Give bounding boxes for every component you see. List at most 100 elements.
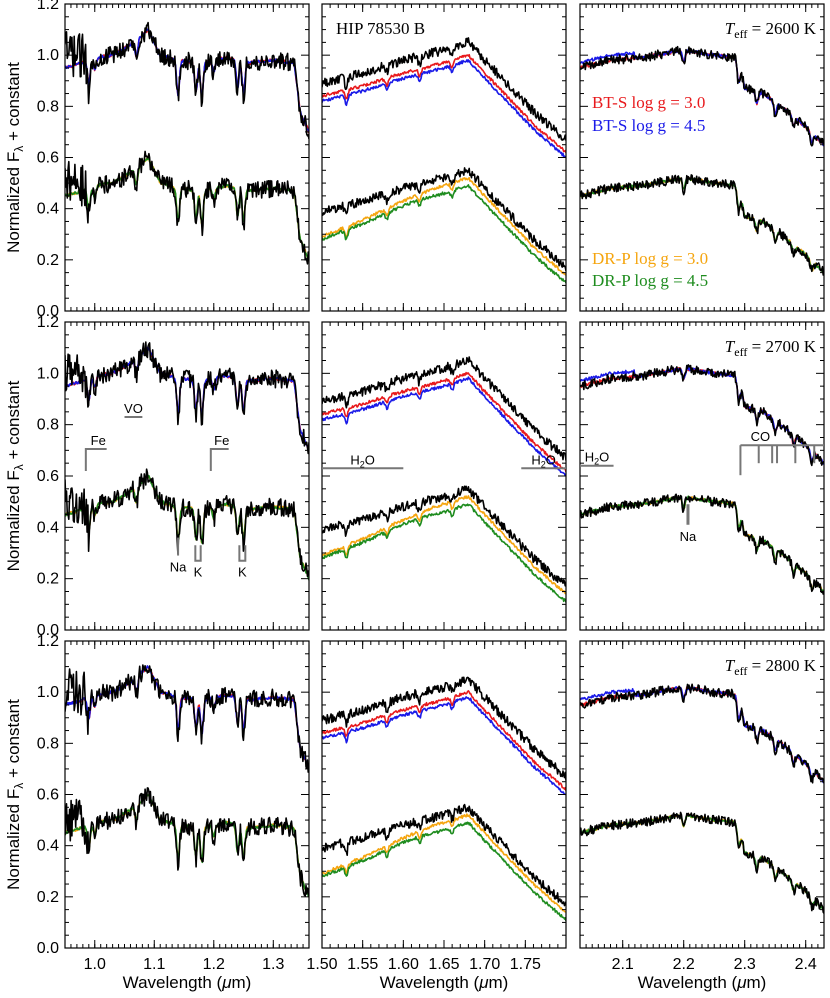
series-dr-p-logg-4.5 — [322, 503, 566, 603]
y-tick-label: 0.0 — [37, 622, 59, 639]
series-bt-s-logg-3.0 — [322, 690, 566, 792]
teff-value: = 2800 K — [747, 656, 816, 675]
y-axis-title-a: Normalized F — [4, 152, 23, 253]
series-dr-p-logg-3.0 — [322, 813, 566, 913]
series-observed-upper — [65, 21, 309, 140]
series-observed-upper — [65, 664, 309, 773]
chart-title: HIP 78530 B — [336, 19, 425, 38]
doublet-marker — [194, 545, 202, 562]
series-dr-p-logg-4.5 — [322, 184, 566, 284]
teff-value: = 2700 K — [747, 337, 816, 356]
x-axis-title-mu: μ — [736, 973, 747, 992]
panel-frame — [64, 321, 310, 631]
y-axis-title-b: + constant — [4, 380, 23, 464]
bracket-marker — [209, 448, 229, 472]
y-tick-label: 0.0 — [37, 940, 59, 957]
series-bt-s-logg-3.0 — [65, 28, 309, 134]
panel-plot-area — [322, 356, 566, 603]
series-observed-lower — [322, 803, 566, 907]
series-bt-s-logg-4.5 — [322, 59, 566, 158]
y-tick-label: 0.2 — [37, 252, 59, 269]
series-bt-s-logg-4.5 — [580, 685, 824, 784]
y-axis-title-a: Normalized F — [4, 470, 23, 571]
series-observed-upper — [65, 341, 309, 455]
series-bt-s-logg-3.0 — [580, 367, 824, 464]
series-observed-upper — [580, 45, 824, 147]
x-axis-title-mu: μ — [221, 973, 232, 992]
teff-subscript: eff — [734, 664, 747, 678]
panel-plot-area — [65, 664, 309, 898]
teff-symbol: T — [725, 19, 736, 38]
series-bt-s-logg-4.5 — [580, 366, 824, 465]
x-axis-title-a: Wavelength ( — [638, 973, 738, 992]
y-axis-title-a: Normalized F — [4, 789, 23, 890]
band-label: H2O — [350, 452, 375, 469]
series-observed-upper — [580, 364, 824, 467]
series-dr-p-logg-4.5 — [322, 821, 566, 922]
band-label-sub: 2 — [541, 459, 546, 469]
teff-symbol: T — [725, 656, 736, 675]
y-axis-title: Normalized Fλ + constant — [4, 380, 26, 571]
y-tick-label: 0.4 — [37, 838, 59, 855]
y-tick-label: 0.6 — [37, 468, 59, 485]
y-tick-label: 1.2 — [37, 633, 59, 650]
series-bt-s-logg-4.5 — [65, 27, 309, 132]
x-axis-title-a: Wavelength ( — [123, 973, 223, 992]
x-tick-label: 1.60 — [388, 956, 419, 973]
line-label: Na — [170, 560, 187, 575]
series-bt-s-logg-4.5 — [322, 696, 566, 796]
legend-entry: DR-P log g = 3.0 — [592, 249, 708, 268]
bracket-label: Fe — [214, 433, 229, 448]
y-axis-title: Normalized Fλ + constant — [4, 699, 26, 890]
band-label-o: O — [599, 450, 609, 465]
series-observed-lower — [65, 468, 309, 578]
panel-plot-area — [580, 364, 824, 595]
x-axis-title-mu: μ — [478, 973, 489, 992]
x-tick-label: 1.3 — [262, 956, 284, 973]
x-tick-label: 1.55 — [347, 956, 378, 973]
band-label: H2O — [585, 450, 610, 467]
series-dr-p-logg-3.0 — [65, 155, 309, 260]
series-dr-p-logg-3.0 — [580, 813, 824, 911]
series-dr-p-logg-4.5 — [65, 794, 309, 897]
teff-value: = 2600 K — [747, 19, 816, 38]
band-label-h: H — [585, 450, 594, 465]
band-label-o: O — [365, 452, 375, 467]
band-label-sub: 2 — [594, 457, 599, 467]
panel-frame — [64, 3, 310, 312]
panel-r2-c2: H2O H2O — [321, 321, 567, 631]
series-observed-upper — [322, 676, 566, 781]
band-label: VO — [124, 401, 143, 416]
panel-plot-area — [580, 45, 824, 276]
y-tick-label: 1.2 — [37, 314, 59, 331]
y-tick-label: 1.0 — [37, 365, 59, 382]
series-observed-upper — [580, 683, 824, 784]
band-label-h: H — [350, 452, 359, 467]
series-observed-upper — [322, 356, 566, 461]
panel-r3-c3: 2.1 2.2 2.3 2.4 Teff = 2800 K — [579, 640, 825, 973]
x-tick-label: 1.0 — [84, 956, 106, 973]
x-axis-title-b: m) — [489, 973, 509, 992]
panel-r3-c2: 1.50 1.55 1.60 1.65 1.70 1.75 — [306, 640, 567, 973]
series-dr-p-logg-3.0 — [65, 793, 309, 898]
series-dr-p-logg-3.0 — [322, 177, 566, 276]
series-dr-p-logg-4.5 — [65, 474, 309, 581]
x-axis-title-b: m) — [747, 973, 767, 992]
x-tick-label: 1.1 — [143, 956, 165, 973]
legend-entry: BT-S log g = 4.5 — [592, 116, 705, 135]
panel-plot-area — [322, 676, 566, 922]
x-tick-label: 2.4 — [795, 956, 817, 973]
series-observed-lower — [580, 811, 824, 914]
line-label: Na — [680, 529, 697, 544]
feature-annotations: VO Fe Fe Na K K — [84, 401, 247, 580]
band-label: H2O — [531, 452, 556, 469]
doublet-label: K — [194, 565, 203, 580]
panel-frame — [64, 640, 310, 949]
bracket-label: Fe — [91, 433, 106, 448]
series-bt-s-logg-3.0 — [580, 685, 824, 783]
series-dr-p-logg-4.5 — [580, 495, 824, 592]
series-dr-p-logg-3.0 — [65, 474, 309, 579]
x-tick-label: 1.70 — [469, 956, 500, 973]
x-tick-label: 2.2 — [673, 956, 695, 973]
x-axis-title: Wavelength (μm) — [638, 973, 767, 992]
